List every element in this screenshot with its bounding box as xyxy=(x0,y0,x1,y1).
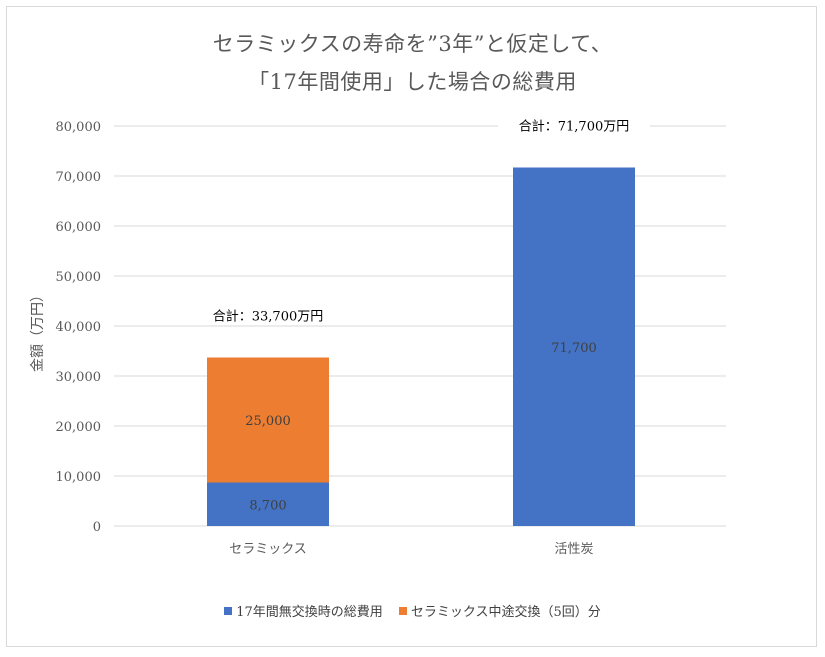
legend: 17年間無交換時の総費用 セラミックス中途交換（5回）分 xyxy=(0,601,825,620)
legend-swatch-series-1 xyxy=(224,606,233,615)
y-tick-label-3: 30,000 xyxy=(56,370,102,385)
legend-label-series-1: 17年間無交換時の総費用 xyxy=(236,605,383,620)
bar-2-1 xyxy=(207,357,329,483)
legend-item-series-1: 17年間無交換時の総費用 xyxy=(224,601,383,620)
chart-title-line2: 「17年間使用」した場合の総費用 xyxy=(248,70,577,94)
data-label-1-2: 71,700 xyxy=(551,341,597,356)
y-tick-label-0: 0 xyxy=(93,520,101,535)
chart-title-line1: セラミックスの寿命を”3年”と仮定して、 xyxy=(212,32,613,56)
y-tick-label-5: 50,000 xyxy=(56,270,102,285)
y-axis-label: 金額（万円） xyxy=(30,288,46,372)
y-tick-label-1: 10,000 xyxy=(56,470,102,485)
bar-1-1 xyxy=(207,482,329,526)
total-label-bg-2 xyxy=(498,115,650,136)
y-tick-label-7: 70,000 xyxy=(56,170,102,185)
x-category-label-1: セラミックス xyxy=(229,542,307,557)
y-tick-label-2: 20,000 xyxy=(56,420,102,435)
total-label-1: 合計：33,700万円 xyxy=(213,309,324,325)
total-label-bg-1 xyxy=(192,305,344,326)
legend-swatch-series-2 xyxy=(398,606,407,615)
x-category-label-2: 活性炭 xyxy=(554,542,593,557)
total-label-2: 合計：71,700万円 xyxy=(519,119,630,135)
data-label-2-1: 25,000 xyxy=(245,414,291,429)
y-tick-label-4: 40,000 xyxy=(56,320,102,335)
bar-1-2 xyxy=(513,167,635,526)
data-label-1-1: 8,700 xyxy=(249,498,286,513)
legend-label-series-2: セラミックス中途交換（5回）分 xyxy=(410,605,601,620)
y-tick-label-6: 60,000 xyxy=(56,220,102,235)
legend-item-series-2: セラミックス中途交換（5回）分 xyxy=(398,601,601,620)
y-tick-label-8: 80,000 xyxy=(56,120,102,135)
